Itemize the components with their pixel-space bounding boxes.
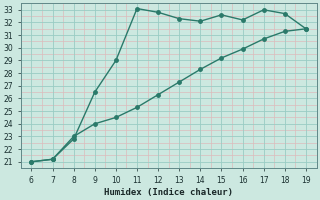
X-axis label: Humidex (Indice chaleur): Humidex (Indice chaleur) — [104, 188, 233, 197]
